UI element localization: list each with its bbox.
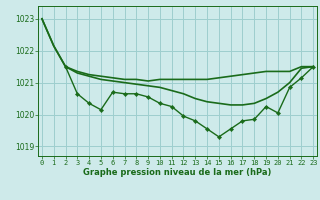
X-axis label: Graphe pression niveau de la mer (hPa): Graphe pression niveau de la mer (hPa) xyxy=(84,168,272,177)
